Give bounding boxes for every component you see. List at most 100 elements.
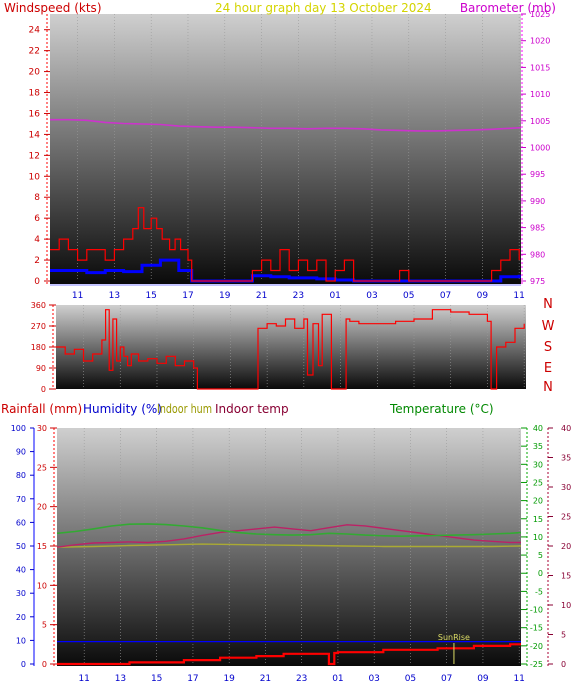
windspeed-tick: 24 [29, 26, 41, 36]
windspeed-tick: 2 [34, 256, 40, 266]
graph-title: 24 hour graph day 13 October 2024 [215, 1, 432, 15]
indoor-temp-tick: 25 [561, 513, 571, 522]
direction-tick: 360 [31, 301, 46, 310]
rain-hour-tick-labels: 11 13 15 17 19 21 23 01 03 05 07 09 11 [78, 674, 524, 684]
barometer-tick: 1005 [530, 117, 550, 126]
direction-tick: 90 [36, 364, 46, 373]
windspeed-tick: 10 [29, 172, 41, 182]
windspeed-tick: 14 [29, 130, 41, 140]
humidity-tick: 100 [11, 424, 26, 433]
compass-label: N [543, 297, 553, 312]
windspeed-axis-label: Windspeed (kts) [4, 1, 102, 15]
windspeed-tick: 18 [29, 89, 41, 99]
wind-hour-tick-labels: 11 13 15 17 19 21 23 01 03 05 07 09 11 [72, 291, 525, 301]
indoor-hum-line [56, 543, 522, 548]
rain-series: SunRise [56, 523, 522, 666]
temperature-tick: 15 [533, 515, 543, 524]
hour-tick: 15 [151, 674, 162, 684]
windspeed-tick: 16 [29, 109, 41, 119]
humidity-tick: 70 [16, 495, 26, 504]
temperature-tick: -15 [530, 624, 543, 633]
sunrise-label: SunRise [438, 633, 470, 642]
temperature-tick: 40 [533, 424, 543, 433]
compass-label: W [542, 319, 555, 334]
windspeed-tick: 22 [29, 47, 40, 57]
direction-gridlines [83, 305, 525, 389]
temperature-tick: 35 [533, 442, 543, 451]
hour-tick: 19 [219, 291, 231, 301]
indoor-temp-label: Indoor temp [215, 402, 289, 416]
hour-tick: 07 [441, 674, 452, 684]
hour-tick: 23 [293, 291, 304, 301]
barometer-tick: 990 [530, 197, 545, 206]
direction-line [56, 309, 525, 390]
direction-plot-background [56, 305, 526, 389]
direction-tick-labels: 0 90 180 270 360 [31, 301, 56, 394]
wind-plot-background [50, 14, 521, 284]
barometer-tick: 1025 [530, 10, 550, 19]
barometer-tick-labels: 975 980 985 990 995 1000 1005 1010 1015 1020 1025 [521, 10, 550, 286]
hour-tick: 21 [260, 674, 271, 684]
windspeed-tick: 12 [29, 151, 40, 161]
compass-label: S [544, 340, 552, 355]
indoor-temp-tick: 40 [561, 424, 571, 433]
hour-tick: 11 [72, 291, 83, 301]
barometer-tick: 1015 [530, 63, 550, 72]
hour-tick: 07 [440, 291, 451, 301]
windspeed-tick: 6 [34, 214, 40, 224]
temperature-tick: 5 [538, 551, 543, 560]
indoor-temp-tick: 5 [561, 631, 566, 640]
direction-tick: 270 [31, 322, 46, 331]
hour-tick: 23 [296, 674, 307, 684]
windspeed-tick: 20 [29, 68, 41, 78]
humidity-tick-labels: 0 10 20 30 40 50 60 70 80 90 100 [11, 424, 34, 669]
hour-tick: 01 [332, 674, 343, 684]
barometer-axis-label: Barometer (mb) [460, 1, 556, 15]
rain-line [57, 643, 521, 666]
humidity-tick: 90 [16, 448, 26, 457]
hour-tick: 03 [366, 291, 377, 301]
temperature-tick-labels: -25 -20 -15 -10 -5 0 5 10 15 20 25 30 35 40 [521, 424, 543, 669]
indoor-temp-tick: 15 [561, 572, 571, 581]
temperature-tick: 25 [533, 478, 543, 487]
hour-tick: 09 [477, 291, 489, 301]
rainfall-axis-label: Rainfall (mm) [1, 402, 82, 416]
humidity-tick: 20 [16, 613, 26, 622]
hour-tick: 01 [329, 291, 340, 301]
hour-tick: 13 [109, 291, 120, 301]
direction-tick: 180 [31, 343, 46, 352]
temperature-tick: 20 [533, 497, 543, 506]
windspeed-tick: 4 [34, 235, 40, 245]
barometer-tick: 975 [530, 277, 545, 286]
compass-label: N [543, 380, 553, 395]
hour-tick: 13 [115, 674, 126, 684]
indoor-temp-line [56, 524, 521, 548]
humidity-tick: 60 [16, 518, 26, 527]
direction-series [56, 309, 525, 390]
temperature-tick: 30 [533, 460, 543, 469]
direction-tick: 0 [41, 385, 46, 394]
hour-tick: 11 [513, 291, 524, 301]
hour-tick: 17 [182, 291, 193, 301]
gust-wind-line [50, 207, 520, 282]
indoor-temp-tick: 35 [561, 454, 571, 463]
hour-tick: 19 [223, 674, 235, 684]
wind-series [50, 118, 522, 283]
windspeed-tick: 0 [34, 277, 40, 287]
barometer-tick: 985 [530, 224, 545, 233]
indoor-temp-tick-labels: 0 5 10 15 20 25 30 35 40 [548, 424, 571, 669]
humidity-axis-label: Humidity (%) [83, 402, 162, 416]
temperature-tick: -25 [530, 660, 543, 669]
hour-tick: 11 [513, 674, 524, 684]
temperature-tick: 0 [538, 569, 543, 578]
rain-tick: 15 [37, 542, 47, 551]
barometer-tick: 1010 [530, 90, 550, 99]
rain-tick-labels: 0 5 10 15 20 25 30 [37, 424, 57, 669]
barometer-tick: 980 [530, 250, 545, 259]
hour-tick: 05 [405, 674, 416, 684]
temperature-tick: -5 [535, 587, 543, 596]
hour-tick: 21 [256, 291, 267, 301]
